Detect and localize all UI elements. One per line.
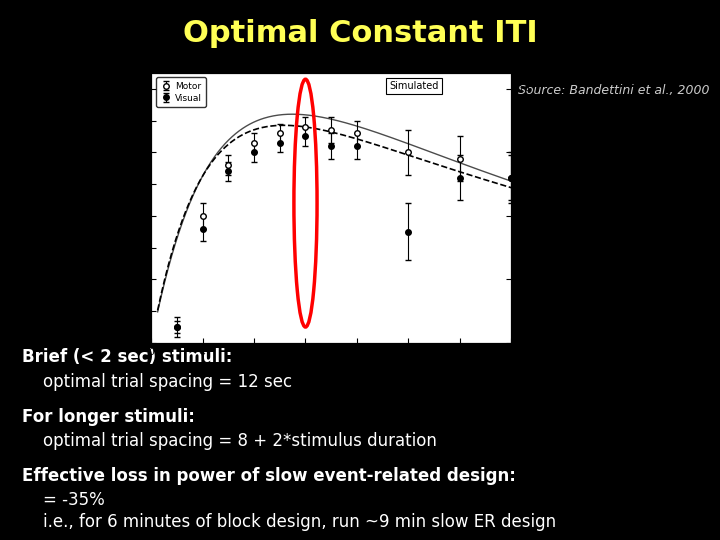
Text: optimal trial spacing = 8 + 2*stimulus duration: optimal trial spacing = 8 + 2*stimulus d… [22,432,436,450]
Y-axis label: Experimental Contrast: Experimental Contrast [119,157,127,259]
Text: Optimal Constant ITI: Optimal Constant ITI [183,19,537,48]
Text: Source: Bandettini et al., 2000: Source: Bandettini et al., 2000 [518,84,709,97]
Text: Brief (< 2 sec) stimuli:: Brief (< 2 sec) stimuli: [22,348,232,366]
Legend: Motor, Visual: Motor, Visual [156,77,206,107]
Text: For longer stimuli:: For longer stimuli: [22,408,194,426]
Text: optimal trial spacing = 12 sec: optimal trial spacing = 12 sec [22,373,292,390]
X-axis label: ISI (s): ISI (s) [312,360,350,369]
Text: i.e., for 6 minutes of block design, run ~9 min slow ER design: i.e., for 6 minutes of block design, run… [22,513,556,531]
Text: = -35%: = -35% [22,491,104,509]
Text: Simulated: Simulated [390,81,438,91]
Y-axis label: Simulated Contrast: Simulated Contrast [533,164,541,252]
Text: Effective loss in power of slow event-related design:: Effective loss in power of slow event-re… [22,467,516,485]
